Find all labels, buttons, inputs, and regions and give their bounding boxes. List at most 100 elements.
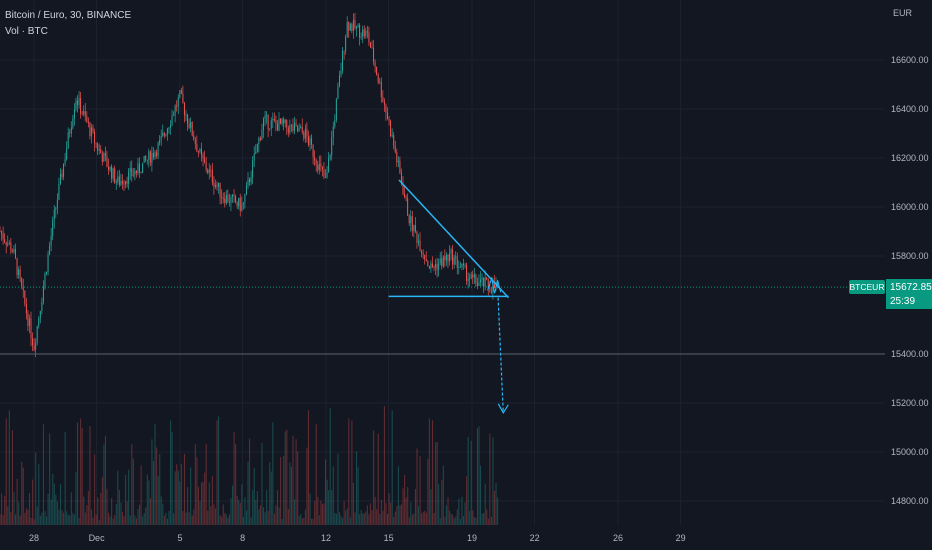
- volume-bar: [264, 512, 266, 525]
- candle-body: [129, 168, 131, 172]
- candle-body: [348, 21, 350, 31]
- candle-body: [311, 138, 313, 145]
- candle-body: [125, 180, 127, 185]
- candle-body: [484, 277, 486, 287]
- candle-body: [400, 173, 402, 184]
- candle-body: [393, 135, 395, 146]
- candle-body: [168, 127, 170, 129]
- y-tick-label: 14800.00: [891, 496, 929, 506]
- candle-body: [312, 144, 314, 157]
- volume-bar: [294, 499, 296, 525]
- candle-body: [373, 47, 375, 62]
- candle-body: [462, 263, 464, 265]
- candle-body: [315, 160, 317, 165]
- volume-bar: [445, 505, 447, 525]
- volume-bar: [94, 454, 96, 525]
- drawings[interactable]: [388, 179, 510, 414]
- volume-bar: [447, 497, 449, 525]
- volume-bar: [211, 476, 213, 525]
- candle-body: [249, 179, 251, 183]
- candle-body: [261, 129, 263, 141]
- volume-bar: [131, 444, 133, 525]
- volume-bar: [400, 504, 403, 525]
- volume-bar: [166, 518, 168, 525]
- volume-bar: [337, 453, 339, 525]
- volume-bar: [383, 406, 385, 525]
- y-tick-label: 16200.00: [891, 153, 929, 163]
- volume-bar: [89, 426, 91, 525]
- candle-body: [187, 114, 189, 124]
- x-tick-label: 26: [613, 533, 623, 543]
- volume-bar: [410, 502, 412, 525]
- currency-label: EUR: [893, 8, 913, 18]
- volume-bar: [342, 518, 344, 525]
- volume-bar: [22, 467, 24, 525]
- volume-bar: [391, 410, 393, 525]
- volume-bar: [80, 418, 82, 525]
- candle-body: [47, 254, 49, 273]
- volume-bar: [369, 503, 372, 525]
- volume-bar: [1, 493, 3, 525]
- candle-body: [281, 119, 283, 124]
- candle-body: [317, 164, 319, 171]
- candle-body: [160, 135, 162, 140]
- volume-bar: [165, 512, 167, 525]
- volume-bar: [197, 486, 199, 525]
- y-tick-label: 16000.00: [891, 202, 929, 212]
- volume-bar: [207, 510, 209, 525]
- candle-body: [140, 172, 142, 174]
- candle-body: [405, 197, 407, 199]
- candle-body: [342, 50, 344, 71]
- volume-bar: [73, 514, 75, 525]
- volume-bar: [321, 504, 323, 525]
- volume-bar: [476, 428, 478, 525]
- volume-bar: [289, 462, 291, 525]
- candle-body: [216, 184, 218, 187]
- candle-body: [97, 144, 99, 151]
- candle-body: [84, 111, 86, 117]
- candle-body: [480, 279, 481, 283]
- candle-body: [123, 183, 125, 185]
- volume-bar: [390, 502, 392, 525]
- candle-body: [269, 128, 271, 130]
- candle-body: [183, 102, 185, 116]
- volume-bar: [210, 506, 212, 525]
- volume-bar: [329, 408, 331, 525]
- candle-body: [497, 283, 499, 285]
- y-tick-label: 15000.00: [891, 447, 929, 457]
- volume-bar: [368, 514, 370, 525]
- volume-bar: [33, 519, 35, 525]
- candle-body: [61, 173, 63, 177]
- volume-bar: [63, 512, 65, 525]
- candle-body: [459, 267, 461, 268]
- volume-bar: [204, 472, 206, 525]
- volume-bar: [421, 513, 423, 525]
- volume-bar: [489, 433, 491, 525]
- volume-bar: [83, 496, 85, 525]
- volume-bar: [75, 471, 77, 525]
- volume-bar: [298, 515, 300, 525]
- volume-bar: [275, 505, 277, 525]
- candle-body: [77, 100, 78, 105]
- candle-body: [22, 286, 24, 291]
- volume-bar: [112, 518, 114, 525]
- candle-body: [425, 259, 427, 262]
- candle-body: [69, 132, 71, 134]
- trendline-descending: [398, 179, 510, 299]
- candle-body: [467, 278, 469, 282]
- candle-body: [266, 114, 268, 116]
- candle-body: [376, 67, 378, 76]
- candle-body: [176, 105, 178, 107]
- volume-bar: [493, 490, 496, 525]
- candle-body: [228, 201, 230, 203]
- volume-bar: [328, 490, 330, 525]
- volume-bar: [278, 507, 280, 525]
- volume-bar: [360, 509, 362, 525]
- candle-body: [236, 202, 238, 207]
- candles: [0, 12, 499, 358]
- candle-body: [321, 166, 323, 170]
- candle-body: [13, 249, 15, 253]
- candle-body: [148, 151, 150, 160]
- candle-body: [357, 24, 359, 27]
